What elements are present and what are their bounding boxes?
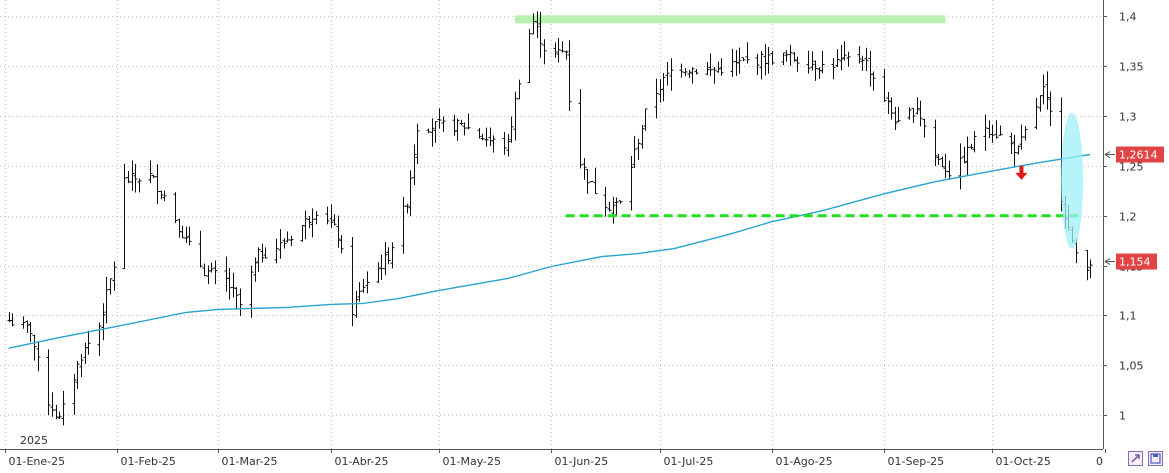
price-tag-pointer [1104, 151, 1115, 158]
x-tick-label: 01-Abr-25 [335, 455, 389, 468]
price-tag-box [1116, 146, 1164, 163]
y-tick-label: 1,05 [1119, 360, 1144, 373]
axes: 01-Ene-25 01-Feb-25 01-Mar-25 01-Abr-25 01-M… [0, 0, 1144, 468]
y-tick-label: 1,35 [1119, 61, 1144, 74]
highlight-ellipse [1061, 112, 1084, 249]
moving-average-line [8, 153, 1091, 349]
annotations-front [565, 112, 1084, 249]
x-tick-label: 01-Jul-25 [664, 455, 714, 468]
price-tags: 1,2614 1,154 [1104, 146, 1164, 270]
y-tick-label: 1 [1119, 410, 1126, 423]
y-tick-label: 1,3 [1119, 111, 1137, 124]
y-tick-label: 1,1 [1119, 310, 1137, 323]
moving-average [8, 153, 1091, 349]
down-arrow-icon [1015, 165, 1028, 180]
y-tick-label: 1,25 [1119, 161, 1144, 174]
x-tick-label: 01-Jun-25 [555, 455, 609, 468]
resistance-band [515, 15, 946, 24]
x-tick-label: 0 [1096, 455, 1103, 468]
x-tick-label: 01-Ene-25 [9, 455, 66, 468]
price-tag-box [1116, 253, 1157, 270]
plot-background [0, 0, 1103, 470]
x-tick-label: 01-Oct-25 [996, 455, 1051, 468]
year-label: 2025 [20, 434, 48, 447]
zoom-icon-glyph [1131, 454, 1140, 463]
zoom-icon[interactable] [1128, 451, 1143, 466]
save-icon-glyph [1150, 453, 1161, 464]
ohlc-bars [7, 11, 1093, 426]
annotations-back [515, 15, 946, 24]
price-tag-label: 1,154 [1119, 256, 1151, 269]
y-tick-label: 1,2 [1119, 211, 1137, 224]
x-tick-label: 01-Sep-25 [888, 455, 945, 468]
price-tag-label: 1,2614 [1119, 149, 1158, 162]
x-tick-label: 01-May-25 [443, 455, 501, 468]
save-icon[interactable] [1148, 451, 1163, 466]
x-tick-label: 01-Ago-25 [776, 455, 833, 468]
y-tick-label: 1,4 [1119, 11, 1137, 24]
x-tick-label: 01-Feb-25 [121, 455, 176, 468]
price-tag-pointer [1104, 258, 1115, 265]
x-tick-label: 01-Mar-25 [222, 455, 278, 468]
